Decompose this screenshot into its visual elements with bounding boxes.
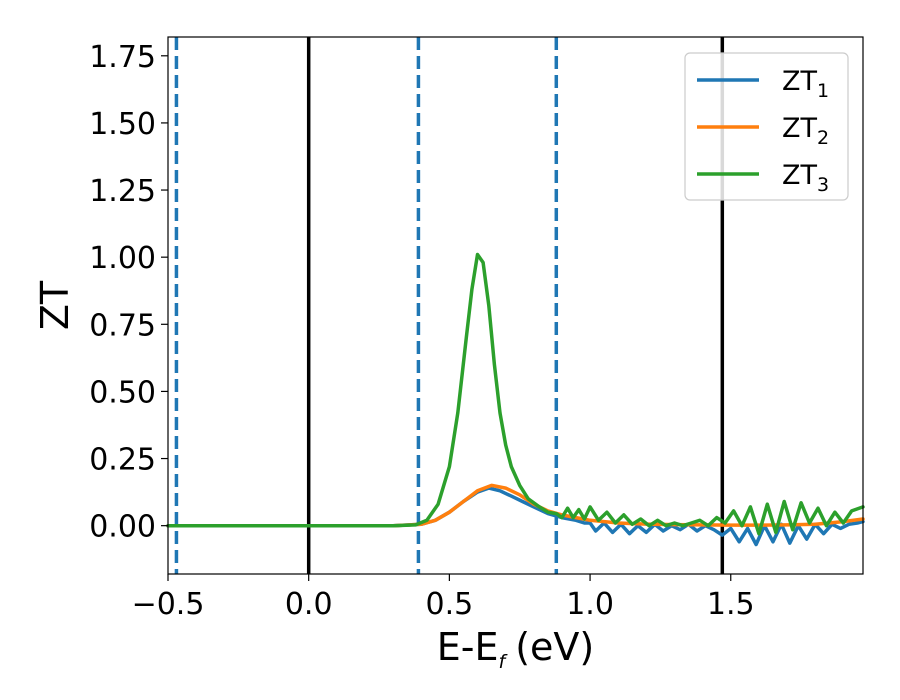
legend-label-subscript: 1 bbox=[817, 80, 829, 102]
y-tick-label: 0.75 bbox=[89, 308, 156, 343]
x-tick-label: −0.5 bbox=[132, 587, 205, 622]
y-tick-label: 1.00 bbox=[89, 241, 156, 276]
x-tick-label: 0.5 bbox=[426, 587, 474, 622]
x-axis-label-main: E-E bbox=[437, 625, 499, 669]
x-axis-label-unit: (eV) bbox=[515, 625, 594, 669]
series-line-zt1 bbox=[166, 486, 865, 547]
x-tick-label: 1.5 bbox=[707, 587, 755, 622]
legend-label-main: ZT bbox=[782, 66, 817, 97]
legend-label-subscript: 3 bbox=[817, 174, 829, 196]
legend-label-main: ZT bbox=[782, 160, 817, 191]
legend-label-zt3: ZT3 bbox=[782, 160, 829, 196]
series-lines bbox=[166, 252, 865, 547]
y-axis-label: ZT bbox=[33, 280, 77, 330]
legend-label-main: ZT bbox=[782, 113, 817, 144]
y-tick-label: 0.25 bbox=[89, 443, 156, 478]
legend-box bbox=[684, 52, 849, 201]
series-line-zt2 bbox=[166, 483, 865, 528]
y-tick-label: 0.00 bbox=[89, 510, 156, 545]
x-tick-label: 1.0 bbox=[566, 587, 614, 622]
y-tick-label: 1.75 bbox=[89, 40, 156, 75]
y-axis-ticks: 0.00 0.25 0.50 0.75 1.00 1.25 1.50 1.75 bbox=[89, 40, 168, 545]
reference-lines bbox=[174, 37, 725, 574]
y-tick-label: 1.50 bbox=[89, 107, 156, 142]
series-line-zt3 bbox=[166, 252, 865, 536]
legend-label-zt2: ZT2 bbox=[782, 113, 829, 149]
legend-label-subscript: 2 bbox=[817, 127, 829, 149]
x-axis-ticks: −0.5 0.0 0.5 1.0 1.5 bbox=[132, 574, 755, 622]
y-tick-label: 0.50 bbox=[89, 375, 156, 410]
legend-label-zt1: ZT1 bbox=[782, 66, 829, 102]
plot-frame bbox=[167, 36, 864, 575]
x-tick-label: 0.0 bbox=[285, 587, 333, 622]
x-axis-label-subscript: f bbox=[499, 651, 509, 673]
y-tick-label: 1.25 bbox=[89, 174, 156, 209]
x-axis-label: E-Ef (eV) bbox=[437, 625, 594, 673]
